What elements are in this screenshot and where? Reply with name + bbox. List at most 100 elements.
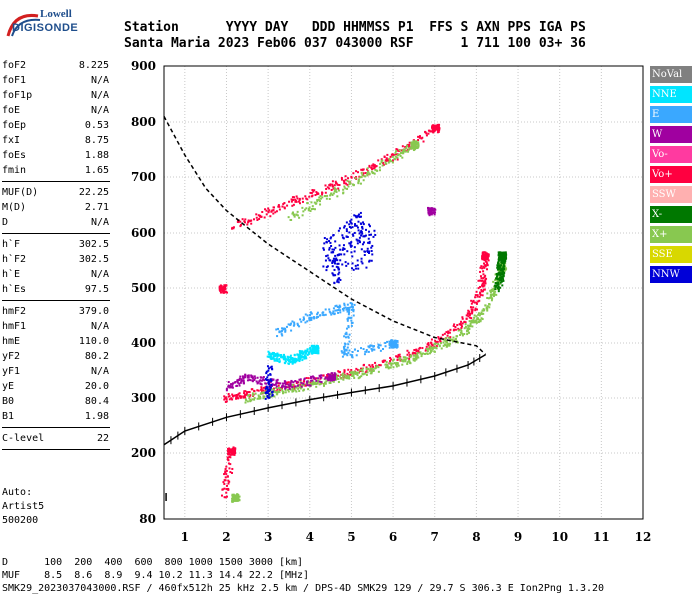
data-point <box>292 381 295 384</box>
data-point <box>326 378 329 381</box>
data-point <box>361 226 364 229</box>
data-point <box>324 308 327 311</box>
data-point <box>312 380 315 383</box>
data-point <box>360 168 363 171</box>
data-point <box>268 353 271 356</box>
data-point <box>398 356 401 359</box>
data-point <box>483 254 486 257</box>
data-point <box>468 320 471 323</box>
data-point <box>499 286 502 289</box>
data-point <box>281 356 284 359</box>
data-point <box>270 356 273 359</box>
data-point <box>343 307 346 310</box>
data-point <box>350 175 353 178</box>
data-point <box>347 374 350 377</box>
data-point <box>304 355 307 358</box>
data-point <box>370 370 373 373</box>
legend-item-noval: NoVal <box>650 66 692 83</box>
param-value: 20.0 <box>84 381 109 392</box>
data-point <box>352 310 355 313</box>
data-point <box>264 397 267 400</box>
data-point <box>365 266 368 269</box>
data-point <box>296 381 299 384</box>
data-point <box>319 195 322 198</box>
data-point <box>460 327 463 330</box>
data-point <box>432 209 435 212</box>
data-point <box>313 208 316 211</box>
data-point <box>238 495 241 498</box>
data-point <box>502 270 505 273</box>
data-point <box>227 447 230 450</box>
param-value: 80.2 <box>84 351 109 362</box>
data-point <box>246 374 249 377</box>
separator <box>2 181 110 182</box>
data-point <box>384 345 387 348</box>
data-point <box>385 162 388 165</box>
data-point <box>314 194 317 197</box>
data-point <box>348 306 351 309</box>
auto-label: Auto: <box>2 487 33 498</box>
data-point <box>401 152 404 155</box>
data-point <box>389 360 392 363</box>
data-point <box>315 352 318 355</box>
data-point <box>388 340 391 343</box>
param-row: foE N/A <box>2 103 109 118</box>
data-point <box>223 487 226 490</box>
data-point <box>281 205 284 208</box>
data-point <box>321 196 324 199</box>
data-point <box>479 285 482 288</box>
data-point <box>291 360 294 363</box>
data-point <box>313 201 316 204</box>
data-point <box>380 158 383 161</box>
data-point <box>495 282 498 285</box>
data-point <box>337 273 340 276</box>
data-point <box>243 220 246 223</box>
data-point <box>305 351 308 354</box>
data-point <box>334 305 337 308</box>
data-point <box>315 379 318 382</box>
data-point <box>310 379 313 382</box>
data-point <box>317 380 320 383</box>
separator <box>2 427 110 428</box>
data-point <box>396 355 399 358</box>
data-point <box>339 309 342 312</box>
data-point <box>394 158 397 161</box>
data-point <box>314 349 317 352</box>
data-point <box>471 312 474 315</box>
data-point <box>360 260 363 263</box>
data-point <box>239 225 242 228</box>
data-point <box>317 379 320 382</box>
data-point <box>227 385 230 388</box>
data-point <box>276 335 279 338</box>
data-point <box>324 381 327 384</box>
data-point <box>344 332 347 335</box>
data-point <box>360 176 363 179</box>
data-point <box>231 226 234 229</box>
data-point <box>322 265 325 268</box>
data-point <box>266 387 269 390</box>
data-point <box>289 361 292 364</box>
data-point <box>438 345 441 348</box>
data-point <box>457 329 460 332</box>
data-point <box>369 233 372 236</box>
data-point <box>250 222 253 225</box>
data-point <box>309 311 312 314</box>
data-point <box>343 350 346 353</box>
data-point <box>448 344 451 347</box>
data-point <box>364 234 367 237</box>
data-point <box>264 387 267 390</box>
data-point <box>350 218 353 221</box>
data-point <box>467 312 470 315</box>
data-point <box>413 348 416 351</box>
data-point <box>295 390 298 393</box>
data-point <box>259 379 262 382</box>
data-point <box>488 303 491 306</box>
data-point <box>435 347 438 350</box>
data-point <box>426 349 429 352</box>
data-point <box>249 394 252 397</box>
data-point <box>343 371 346 374</box>
data-point <box>355 267 358 270</box>
data-point <box>222 289 225 292</box>
data-point <box>326 376 329 379</box>
data-point <box>303 380 306 383</box>
